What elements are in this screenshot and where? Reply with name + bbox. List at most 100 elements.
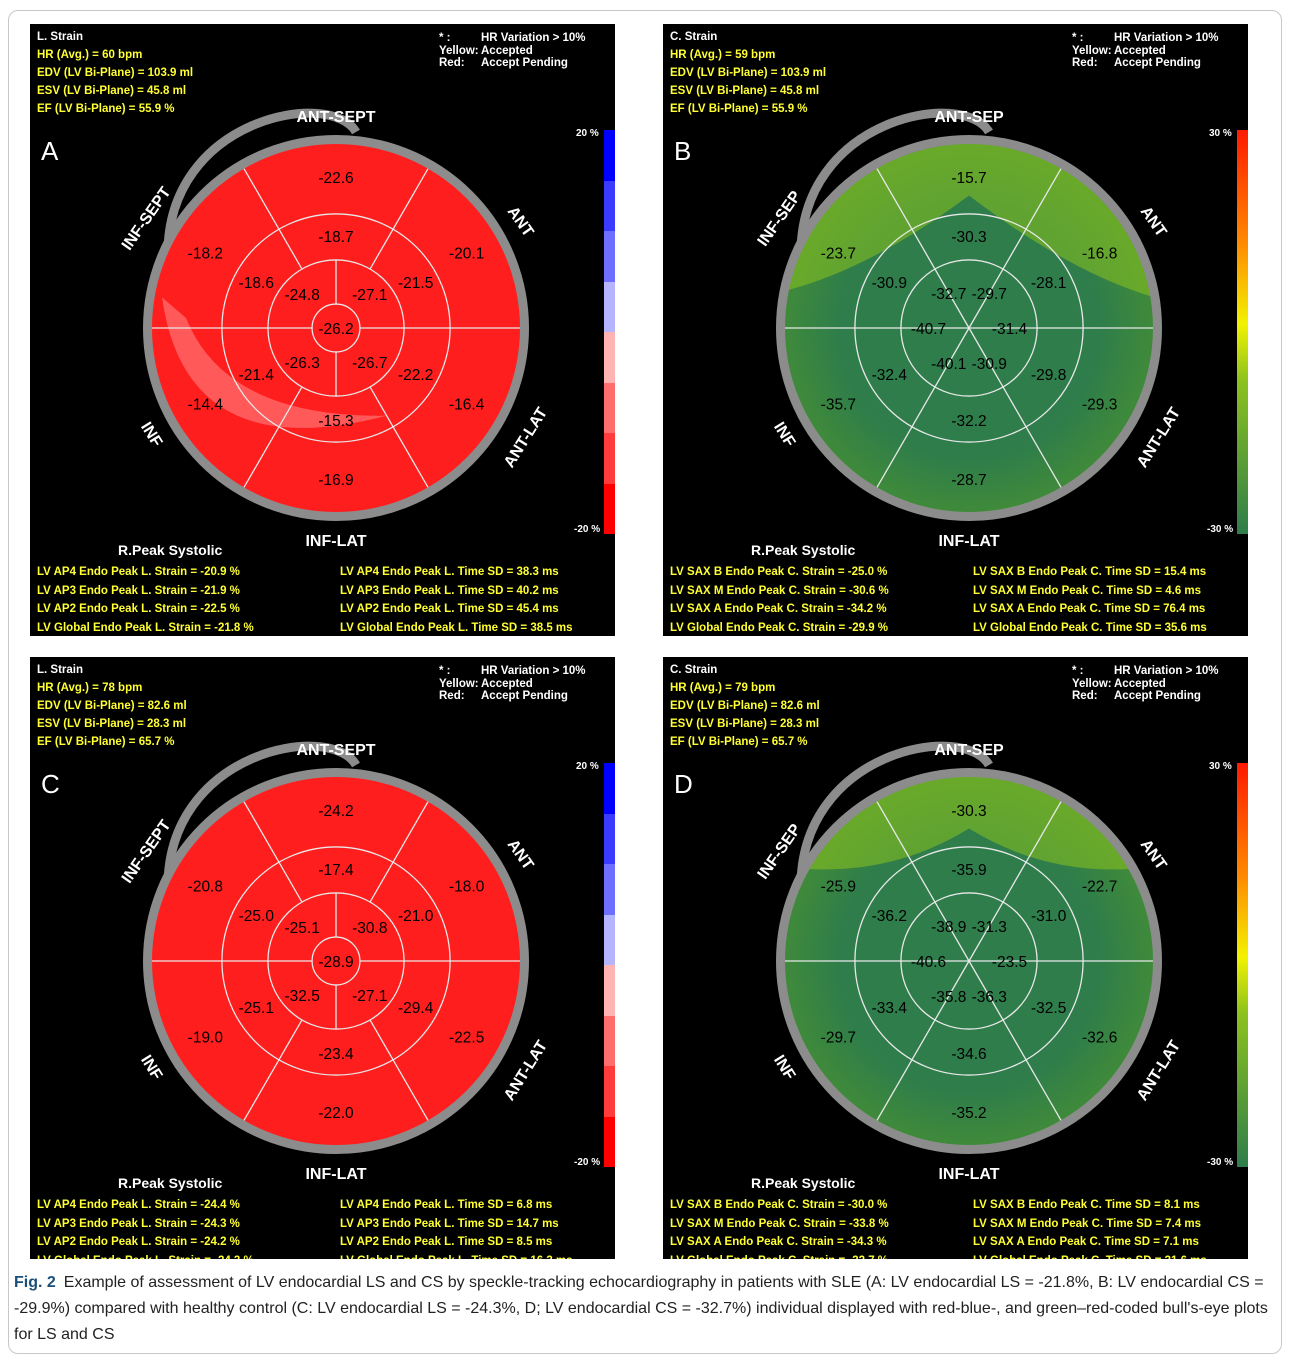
segment-ring-tail [796, 741, 993, 890]
segment-value: -29.4 [398, 1000, 434, 1017]
color-scale-step [604, 231, 615, 282]
segment-ring-tail [796, 108, 993, 257]
legend-value: HR Variation > 10% [481, 665, 586, 677]
legend-value: Accepted [481, 677, 533, 690]
segment-value: -26.3 [285, 355, 320, 372]
bulls-eye-plot: -30.3 -22.7 -32.6 -35.2 -29.7 -25.9 -35.9 -31.0… [755, 741, 1184, 1183]
color-scale-step [604, 914, 615, 965]
bulls-eye-plot: -24.2 -18.0 -22.5 -22.0 -19.0 -20.8 -17.4 -21.0… [119, 741, 551, 1183]
strain-mode-label: L. Strain [37, 31, 84, 43]
segment-value: -18.7 [318, 229, 353, 246]
legend-row: Red: Accept Pending [1072, 57, 1219, 70]
wall-label: ANT-SEPT [296, 109, 375, 126]
status-legend: * : HR Variation > 10% Yellow: Accepted Red:… [1072, 32, 1219, 70]
segment-value: -34.6 [951, 1046, 986, 1063]
segment-value: -22.6 [318, 170, 353, 187]
segment-value: -22.0 [318, 1105, 354, 1122]
bulls-eye-plot: -22.6 -20.1 -16.4 -16.9 -14.4 -18.2 -18.7 -21.5… [119, 108, 551, 550]
color-scale-step [604, 1015, 615, 1066]
panel-c-ls-control: L. Strain HR (Avg.) = 78 bpm EDV (LV Bi-Pl… [30, 657, 615, 1259]
segment-ring [776, 135, 1162, 521]
legend-key: * : [1072, 665, 1084, 677]
wall-label: ANT [1137, 837, 1170, 874]
segment-divider [968, 268, 1004, 329]
segment-value: -29.7 [821, 1029, 856, 1046]
color-scale-step [604, 1116, 615, 1167]
legend-key: Red: [439, 690, 465, 702]
segment-divider [968, 327, 1004, 388]
measurement-line: EF (LV Bi-Plane) = 65.7 % [670, 736, 808, 748]
legend-key: Red: [1072, 57, 1098, 69]
strain-stat-line: LV AP2 Endo Peak L. Strain = -24.2 % [37, 1236, 240, 1248]
segment-ring-tail [163, 108, 360, 257]
legend-row: Yellow: Accepted [439, 678, 586, 691]
segment-divider [369, 1019, 429, 1121]
color-scale-step [604, 180, 615, 231]
strain-stat-line: LV Global Endo Peak C. Strain = -32.7 % [670, 1252, 889, 1260]
segment-value: -27.1 [352, 988, 387, 1005]
legend-row: Red: Accept Pending [439, 690, 586, 703]
time-sd-stat-line: LV AP3 Endo Peak L. Time SD = 40.2 ms [340, 584, 559, 597]
wall-label: INF [770, 1052, 798, 1083]
strain-stats: LV SAX B Endo Peak C. Strain = -25.0 % LV… [670, 563, 889, 636]
segment-value: -30.3 [951, 229, 986, 246]
scale-min-label: -20 % [574, 524, 601, 535]
segment-value: -29.8 [1031, 367, 1066, 384]
segment-value: -25.0 [239, 908, 275, 925]
strain-stat-line: LV AP3 Endo Peak L. Strain = -24.3 % [37, 1217, 240, 1230]
strain-mode-label: L. Strain [37, 664, 84, 676]
segment-value: -36.3 [972, 989, 1007, 1006]
measurement-line: EDV (LV Bi-Plane) = 103.9 ml [670, 67, 827, 79]
measurement-line: HR (Avg.) = 78 bpm [37, 682, 143, 694]
strain-stat-line: LV Global Endo Peak L. Strain = -24.3 % [37, 1252, 254, 1260]
panel-a-ls-patient: L. Strain HR (Avg.) = 60 bpm EDV (LV Bi-Pl… [30, 24, 615, 636]
time-sd-stats: LV SAX B Endo Peak C. Time SD = 15.4 ms L… [973, 563, 1207, 636]
segment-value: -22.7 [1082, 879, 1117, 896]
time-sd-stat-line: LV AP4 Endo Peak L. Time SD = 38.3 ms [340, 566, 559, 578]
wall-label: ANT-LAT [501, 1038, 551, 1104]
wall-label: INF-LAT [938, 1166, 999, 1183]
segment-value: -25.1 [285, 920, 320, 937]
segment-value: -26.7 [352, 355, 387, 372]
time-sd-stat-line: LV SAX A Endo Peak C. Time SD = 76.4 ms [973, 603, 1206, 615]
segment-divider [876, 168, 936, 270]
wall-label: ANT-LAT [1134, 1038, 1184, 1104]
segment-value: -32.5 [285, 988, 320, 1005]
segment-value: -40.7 [911, 321, 946, 338]
segment-divider [968, 901, 1004, 962]
scale-min-label: -20 % [574, 1157, 601, 1168]
color-scale-step [604, 332, 615, 383]
legend-key: Red: [439, 57, 465, 69]
strain-stats: LV SAX B Endo Peak C. Strain = -30.0 % LV… [670, 1196, 889, 1259]
time-sd-stat-line: LV AP2 Endo Peak L. Time SD = 8.5 ms [340, 1236, 553, 1248]
wall-label: INF [137, 419, 165, 450]
wall-label: ANT-SEP [934, 742, 1004, 759]
strain-stat-line: LV AP4 Endo Peak L. Strain = -24.4 % [37, 1199, 240, 1211]
legend-key: Yellow: [439, 44, 479, 57]
measurement-header: L. Strain HR (Avg.) = 60 bpm EDV (LV Bi-Pl… [37, 28, 193, 118]
color-scale-bar [604, 130, 615, 534]
segment-value: -30.9 [972, 356, 1007, 373]
color-scale-step [604, 130, 615, 181]
legend-key: Red: [1072, 690, 1098, 702]
segment-value: -28.9 [318, 954, 353, 971]
segment-divider [1002, 801, 1062, 903]
figure-label: Fig. 2 [14, 1274, 56, 1291]
segment-value: -16.4 [449, 396, 485, 413]
segment-divider [243, 801, 303, 903]
time-sd-stat-line: LV Global Endo Peak C. Time SD = 31.6 ms [973, 1252, 1207, 1260]
segment-value: -30.3 [951, 803, 986, 820]
measurement-line: HR (Avg.) = 59 bpm [670, 49, 776, 61]
segment-value: -30.8 [352, 920, 387, 937]
segment-value: -29.3 [1082, 396, 1117, 413]
wall-label: INF-LAT [938, 533, 999, 550]
measurement-line: EF (LV Bi-Plane) = 55.9 % [670, 103, 808, 115]
segment-value: -23.5 [992, 954, 1027, 971]
legend-row: Yellow: Accepted [439, 45, 586, 58]
segment-divider [1002, 1019, 1062, 1121]
bulls-eye-fill [152, 777, 520, 1145]
segment-divider [369, 801, 429, 903]
bulls-eye-plot: -15.7 -16.8 -29.3 -28.7 -35.7 -23.7 -30.3 -28.1… [755, 108, 1184, 550]
segment-value: -22.5 [449, 1029, 484, 1046]
segment-value: -21.5 [398, 275, 433, 292]
